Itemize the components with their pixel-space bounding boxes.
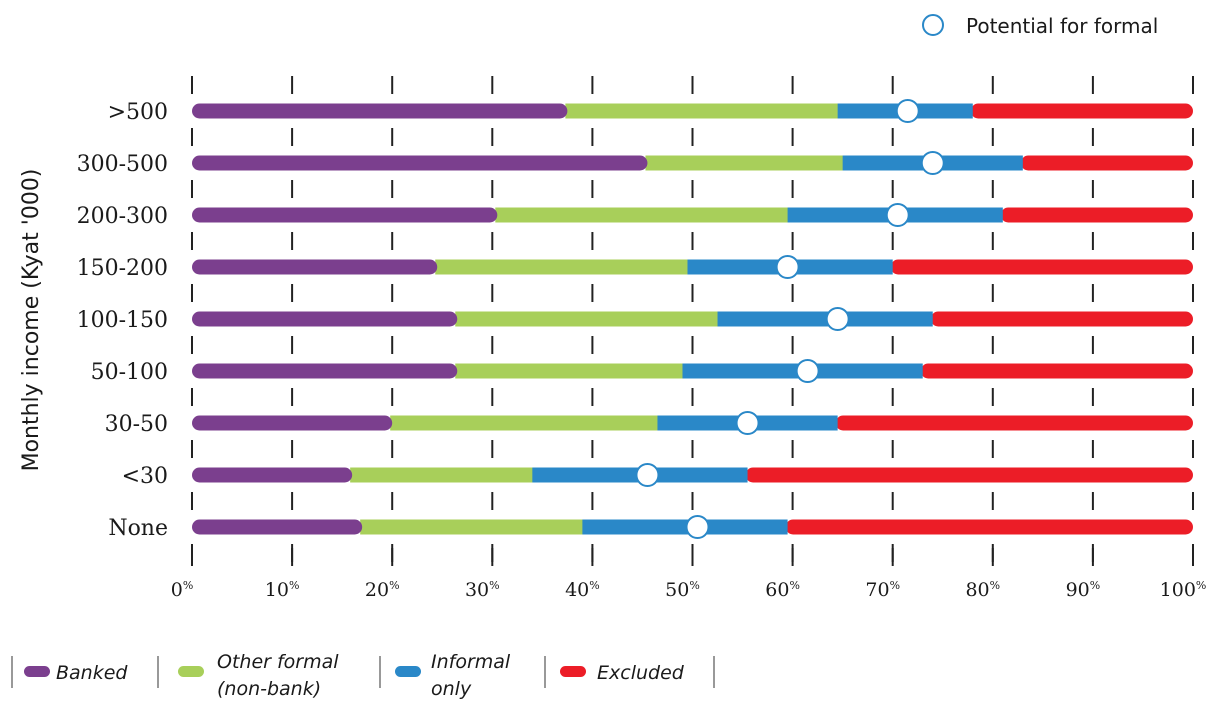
bar-segment-banked [192,415,393,431]
bar-segment-other-formal-non-bank [495,207,788,223]
x-tick-label: 80% [965,579,1000,601]
marker-legend-symbol [922,14,944,36]
bar-segment-other-formal-non-bank [390,415,658,431]
potential-markers [635,99,945,539]
potential-marker [825,307,850,331]
legend-swatch [178,666,204,677]
legend-swatch [24,666,50,677]
x-tick-label: 0% [171,579,194,601]
y-axis-label: Monthly income (Kyat '000) [19,169,44,472]
bar-segment-excluded [920,363,1193,379]
bar-segment-banked [192,467,353,483]
potential-marker [920,151,945,175]
x-tick-label: 60% [765,579,800,601]
x-tick-label: 100% [1160,579,1207,601]
y-tick-labels: >500 300-500 200-300 150-200 100-150 50-100 30… [77,100,168,541]
x-tick-labels: 0% 10% 20% 30% 40% 50% 60% 70% 80% 90% 100% [171,579,1207,601]
legend-label: Other formal [217,651,339,673]
bar-segment-excluded [930,311,1193,327]
bar-segment-banked [192,311,458,327]
legend-label-line2: (non-bank) [217,678,321,700]
x-tick-label: 20% [365,579,400,601]
bar-segment-excluded [1000,207,1193,223]
y-tick-label: 300-500 [77,152,168,177]
bar-segment-other-formal-non-bank [435,259,688,275]
potential-marker [895,99,920,123]
y-tick-label: 50-100 [91,360,168,385]
y-tick-label: <30 [122,464,168,489]
y-tick-label: 30-50 [105,412,168,437]
x-tick-label: 30% [465,579,500,601]
potential-marker [635,463,660,487]
legend-label: Informal [431,651,511,673]
bar-segment-excluded [970,103,1193,119]
legend-label: Banked [56,662,128,684]
y-tick-label: 150-200 [77,256,168,281]
bar-segment-banked [192,519,363,535]
bar-segment-other-formal-non-bank [360,519,583,535]
x-tick-label: 70% [865,579,900,601]
bar-segment-banked [192,103,568,119]
legend-swatch [395,666,421,677]
bar-segment-banked [192,259,438,275]
bar-segment-excluded [745,467,1193,483]
bar-segment-other-formal-non-bank [565,103,838,119]
legend-label-line2: only [431,678,472,700]
potential-marker [795,359,820,383]
marker-legend: Potential for formal [922,14,1158,38]
bars [192,103,1193,535]
bar-segment-other-formal-non-bank [455,311,718,327]
y-tick-label: None [108,516,168,541]
x-tick-label: 40% [565,579,600,601]
potential-marker [775,255,800,279]
bar-segment-informal-only [715,311,933,327]
bar-segment-excluded [835,415,1193,431]
bar-segment-excluded [785,519,1193,535]
x-tick-label: 10% [265,579,300,601]
bar-segment-informal-only [580,519,788,535]
bar-segment-banked [192,155,648,171]
y-tick-label: 100-150 [77,308,168,333]
x-tick-label: 90% [1066,579,1101,601]
bar-segment-excluded [1020,155,1193,171]
tick-marks [191,76,1194,566]
legend: Banked Other formal (non-bank) Informal only… [11,651,715,700]
marker-legend-label: Potential for formal [966,14,1158,38]
potential-marker [885,203,910,227]
bar-segment-banked [192,363,458,379]
y-tick-label: 200-300 [77,204,168,229]
legend-label: Excluded [597,662,685,684]
legend-swatch [560,666,586,677]
bar-segment-other-formal-non-bank [350,467,533,483]
bar-segment-other-formal-non-bank [455,363,683,379]
y-tick-label: >500 [108,100,168,125]
potential-marker [735,411,760,435]
x-tick-label: 50% [665,579,700,601]
bar-segment-excluded [890,259,1193,275]
potential-marker [685,515,710,539]
bar-segment-banked [192,207,498,223]
bar-segment-other-formal-non-bank [645,155,843,171]
